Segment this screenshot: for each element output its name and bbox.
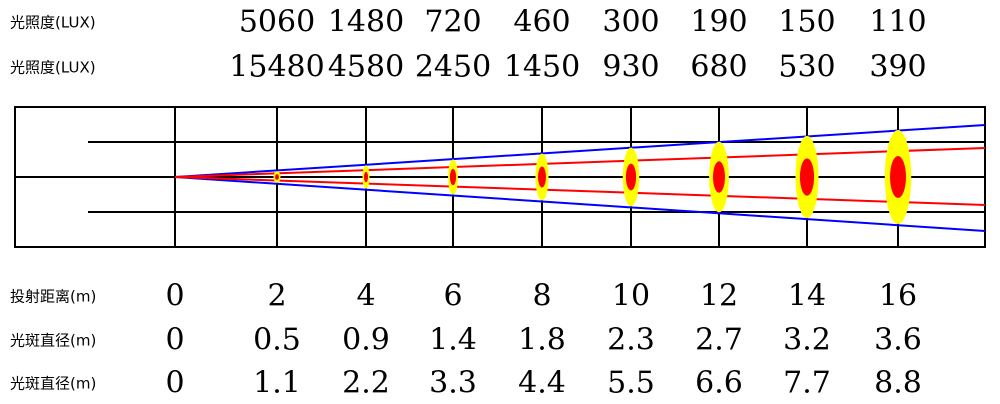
lux-row-1-value-4: 300 — [602, 4, 660, 40]
lux-row-1-label: 光照度(LUX) — [10, 13, 96, 32]
diameter-row-1: 光斑直径(m) 0 0.5 0.9 1.4 1.8 2.3 2.7 3.2 3.6 — [0, 320, 1000, 360]
diameter-row-2-value-8: 8.8 — [874, 365, 922, 401]
spot-inner-3 — [449, 168, 457, 186]
diameter-row-2-value-6: 6.6 — [695, 365, 743, 401]
lux-row-2-value-1: 4580 — [327, 49, 405, 85]
lux-row-1-value-2: 720 — [424, 4, 482, 40]
lux-row-1-value-6: 150 — [778, 4, 836, 40]
distance-value-0: 0 — [165, 278, 185, 314]
spot-inner-4 — [538, 166, 546, 188]
spot-inner-8 — [890, 156, 906, 198]
distance-value-2: 4 — [356, 278, 376, 314]
lux-row-1-value-1: 1480 — [327, 4, 405, 40]
diameter-row-2-value-0: 0 — [165, 365, 185, 401]
diameter-row-1-value-8: 3.6 — [874, 322, 922, 358]
lux-row-2-label: 光照度(LUX) — [10, 58, 96, 77]
spot-inner-6 — [713, 161, 725, 193]
lux-row-2-value-0: 15480 — [229, 49, 325, 85]
diameter-row-1-value-2: 0.9 — [342, 322, 390, 358]
spot-inner-1 — [275, 174, 279, 180]
distance-row-label: 投射距离(m) — [10, 287, 97, 306]
lux-row-2-value-5: 680 — [690, 49, 748, 85]
lux-row-1-value-7: 110 — [869, 4, 927, 40]
diameter-row-2-value-5: 5.5 — [607, 365, 655, 401]
inner-beam-upper — [174, 147, 986, 178]
diameter-row-2-value-4: 4.4 — [518, 365, 566, 401]
lux-row-1-value-5: 190 — [690, 4, 748, 40]
distance-value-6: 12 — [699, 278, 739, 314]
distance-row: 投射距离(m) 0 2 4 6 8 10 12 14 16 — [0, 276, 1000, 316]
lux-row-2-value-4: 930 — [602, 49, 660, 85]
lux-row-2-value-3: 1450 — [503, 49, 581, 85]
lux-row-1-value-3: 460 — [513, 4, 571, 40]
lux-row-2: 光照度(LUX) 15480 4580 2450 1450 930 680 530 390 — [0, 47, 1000, 87]
diameter-row-2: 光斑直径(m) 0 1.1 2.2 3.3 4.4 5.5 6.6 7.7 8.8 — [0, 363, 1000, 403]
lux-row-1-value-0: 5060 — [238, 4, 316, 40]
outer-beam-upper — [174, 124, 986, 178]
diameter-row-1-value-1: 0.5 — [253, 322, 301, 358]
diameter-row-1-value-4: 1.8 — [518, 322, 566, 358]
diameter-row-1-value-0: 0 — [165, 322, 185, 358]
spot-inner-5 — [625, 163, 637, 191]
distance-value-7: 14 — [787, 278, 827, 314]
diameter-row-1-value-6: 2.7 — [695, 322, 743, 358]
lux-row-2-value-7: 390 — [869, 49, 927, 85]
distance-value-8: 16 — [878, 278, 918, 314]
diameter-row-1-value-5: 2.3 — [607, 322, 655, 358]
lux-row-2-value-2: 2450 — [414, 49, 492, 85]
distance-value-5: 10 — [611, 278, 651, 314]
distance-value-1: 2 — [267, 278, 287, 314]
diameter-row-2-label: 光斑直径(m) — [10, 374, 97, 393]
diameter-row-2-value-1: 1.1 — [253, 365, 301, 401]
diameter-row-2-value-3: 3.3 — [429, 365, 477, 401]
diameter-row-1-value-7: 3.2 — [783, 322, 831, 358]
diameter-row-1-value-3: 1.4 — [429, 322, 477, 358]
lux-row-1: 光照度(LUX) 5060 1480 720 460 300 190 150 110 — [0, 2, 1000, 42]
distance-value-4: 8 — [532, 278, 552, 314]
distance-value-3: 6 — [443, 278, 463, 314]
lux-row-2-value-6: 530 — [778, 49, 836, 85]
diameter-row-2-value-2: 2.2 — [342, 365, 390, 401]
spot-inner-2 — [364, 171, 368, 183]
diameter-row-2-value-7: 7.7 — [783, 365, 831, 401]
diameter-row-1-label: 光斑直径(m) — [10, 331, 97, 350]
outer-beam-lower — [174, 176, 986, 232]
spot-inner-7 — [799, 158, 815, 196]
inner-beam-lower — [174, 176, 986, 206]
